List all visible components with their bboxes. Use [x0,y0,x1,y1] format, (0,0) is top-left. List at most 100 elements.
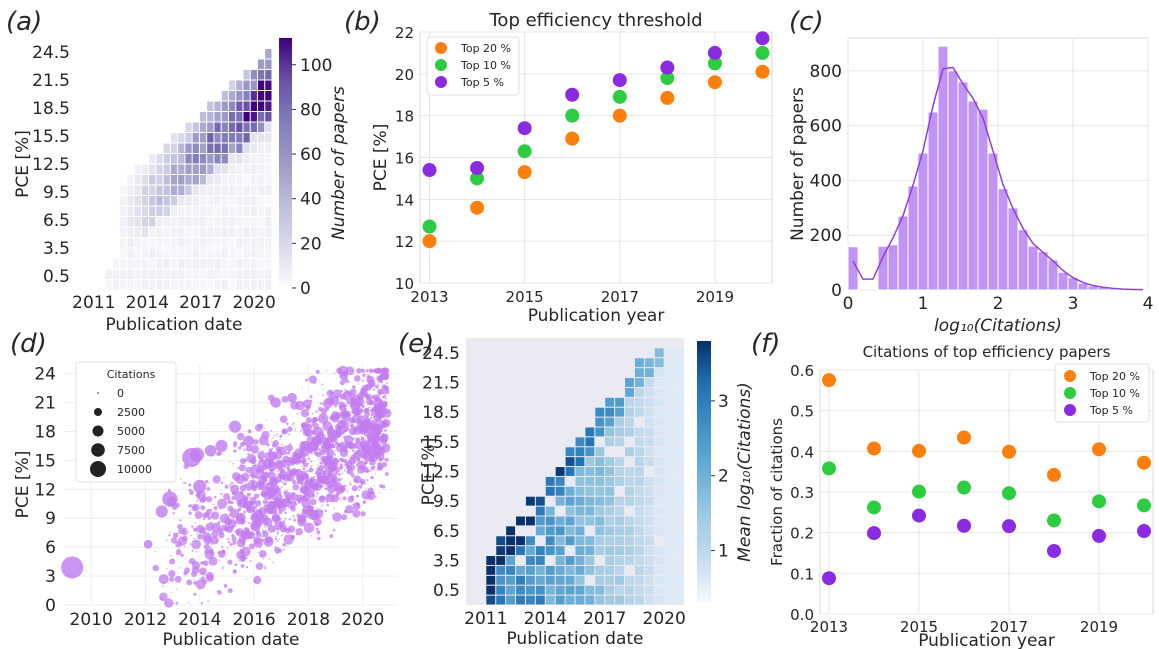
data-point [367,406,370,409]
heatmap-cell [170,143,178,153]
data-point [259,522,263,526]
heatmap-cell [221,280,228,290]
heatmap-cell [545,536,555,546]
data-point [384,472,389,476]
heatmap-cell [615,575,625,585]
data-point [266,500,277,512]
data-point [314,473,316,475]
data-point [248,521,251,524]
data-point [362,380,364,382]
data-point [346,450,349,453]
heatmap-cell [120,185,127,195]
heatmap-cell [595,585,605,595]
heatmap-cell [605,575,615,585]
data-point [350,424,355,428]
data-point [235,529,241,535]
heatmap-cell [265,280,272,290]
heatmap-cell [243,227,250,237]
heatmap-cell [185,248,192,258]
heatmap-cell [127,269,134,279]
heatmap-cell [525,536,535,546]
data-point [183,539,185,541]
data-point [287,392,297,403]
data-point [320,506,323,508]
heatmap-cell [506,595,516,605]
data-point [284,517,287,520]
heatmap-cell [257,101,265,111]
data-point [349,411,351,413]
heatmap-cell [163,238,170,248]
data-point [357,383,359,385]
heatmap-cell [163,259,170,269]
heatmap-cell [149,269,156,279]
y-axis-label: PCE [%] [13,451,33,519]
heatmap-cell [127,196,134,206]
heatmap-cell [486,556,496,565]
data-point [324,423,326,425]
heatmap-cell [674,437,684,447]
heatmap-cell [265,259,272,269]
data-point [191,539,202,550]
heatmap-cell [236,175,243,185]
data-point [286,451,289,455]
heatmap-cell [625,427,634,437]
heatmap-cell [575,496,585,506]
data-point [158,574,169,585]
data-point [377,462,381,466]
heatmap-cell [127,185,134,195]
heatmap-cell [185,143,192,153]
heatmap-cell [615,585,625,595]
data-point [270,481,273,484]
y-tick-label: 400 [810,171,842,191]
data-point [292,515,295,518]
heatmap-cell [644,486,654,496]
data-point [359,478,366,485]
data-point [191,561,200,570]
data-point [371,408,375,412]
data-point [356,494,360,498]
data-point [386,426,388,429]
heatmap-cell [250,217,257,227]
heatmap-cell [644,546,654,556]
heatmap-cell [156,196,163,206]
data-point [325,500,329,503]
heatmap-cell [634,397,644,407]
data-point [247,504,250,507]
heatmap-cell [214,206,221,216]
data-point [211,530,219,538]
colorbar-tick-label: 3 [718,392,729,412]
heatmap-cell [545,486,555,496]
data-point [258,549,267,558]
heatmap-cell [644,506,654,516]
data-point [282,432,284,435]
data-point [188,483,192,487]
heatmap-cell [634,467,644,476]
data-point [565,87,580,102]
heatmap-cell [170,175,178,185]
data-point [222,549,225,552]
panel-letter-e: (e) [398,329,434,359]
data-point [236,476,239,479]
heatmap-cell [236,269,243,279]
data-point [340,458,345,463]
data-point [376,437,378,439]
heatmap-cell [674,476,684,486]
data-point [317,493,320,495]
heatmap-cell [585,437,595,447]
data-point [300,482,304,486]
data-point [361,490,371,500]
data-point [330,483,334,487]
heatmap-cell [257,122,265,132]
data-point [271,447,274,450]
histogram-bar [927,111,939,291]
data-point [360,436,365,441]
heatmap-cell [674,417,684,427]
heatmap-cell [105,269,112,279]
heatmap-cell [185,133,192,143]
heatmap-cell [565,516,575,526]
heatmap-cell [625,575,634,585]
y-axis-label: Number of papers [788,87,808,241]
data-point [272,562,274,564]
data-point [229,484,232,487]
data-point [312,449,315,452]
